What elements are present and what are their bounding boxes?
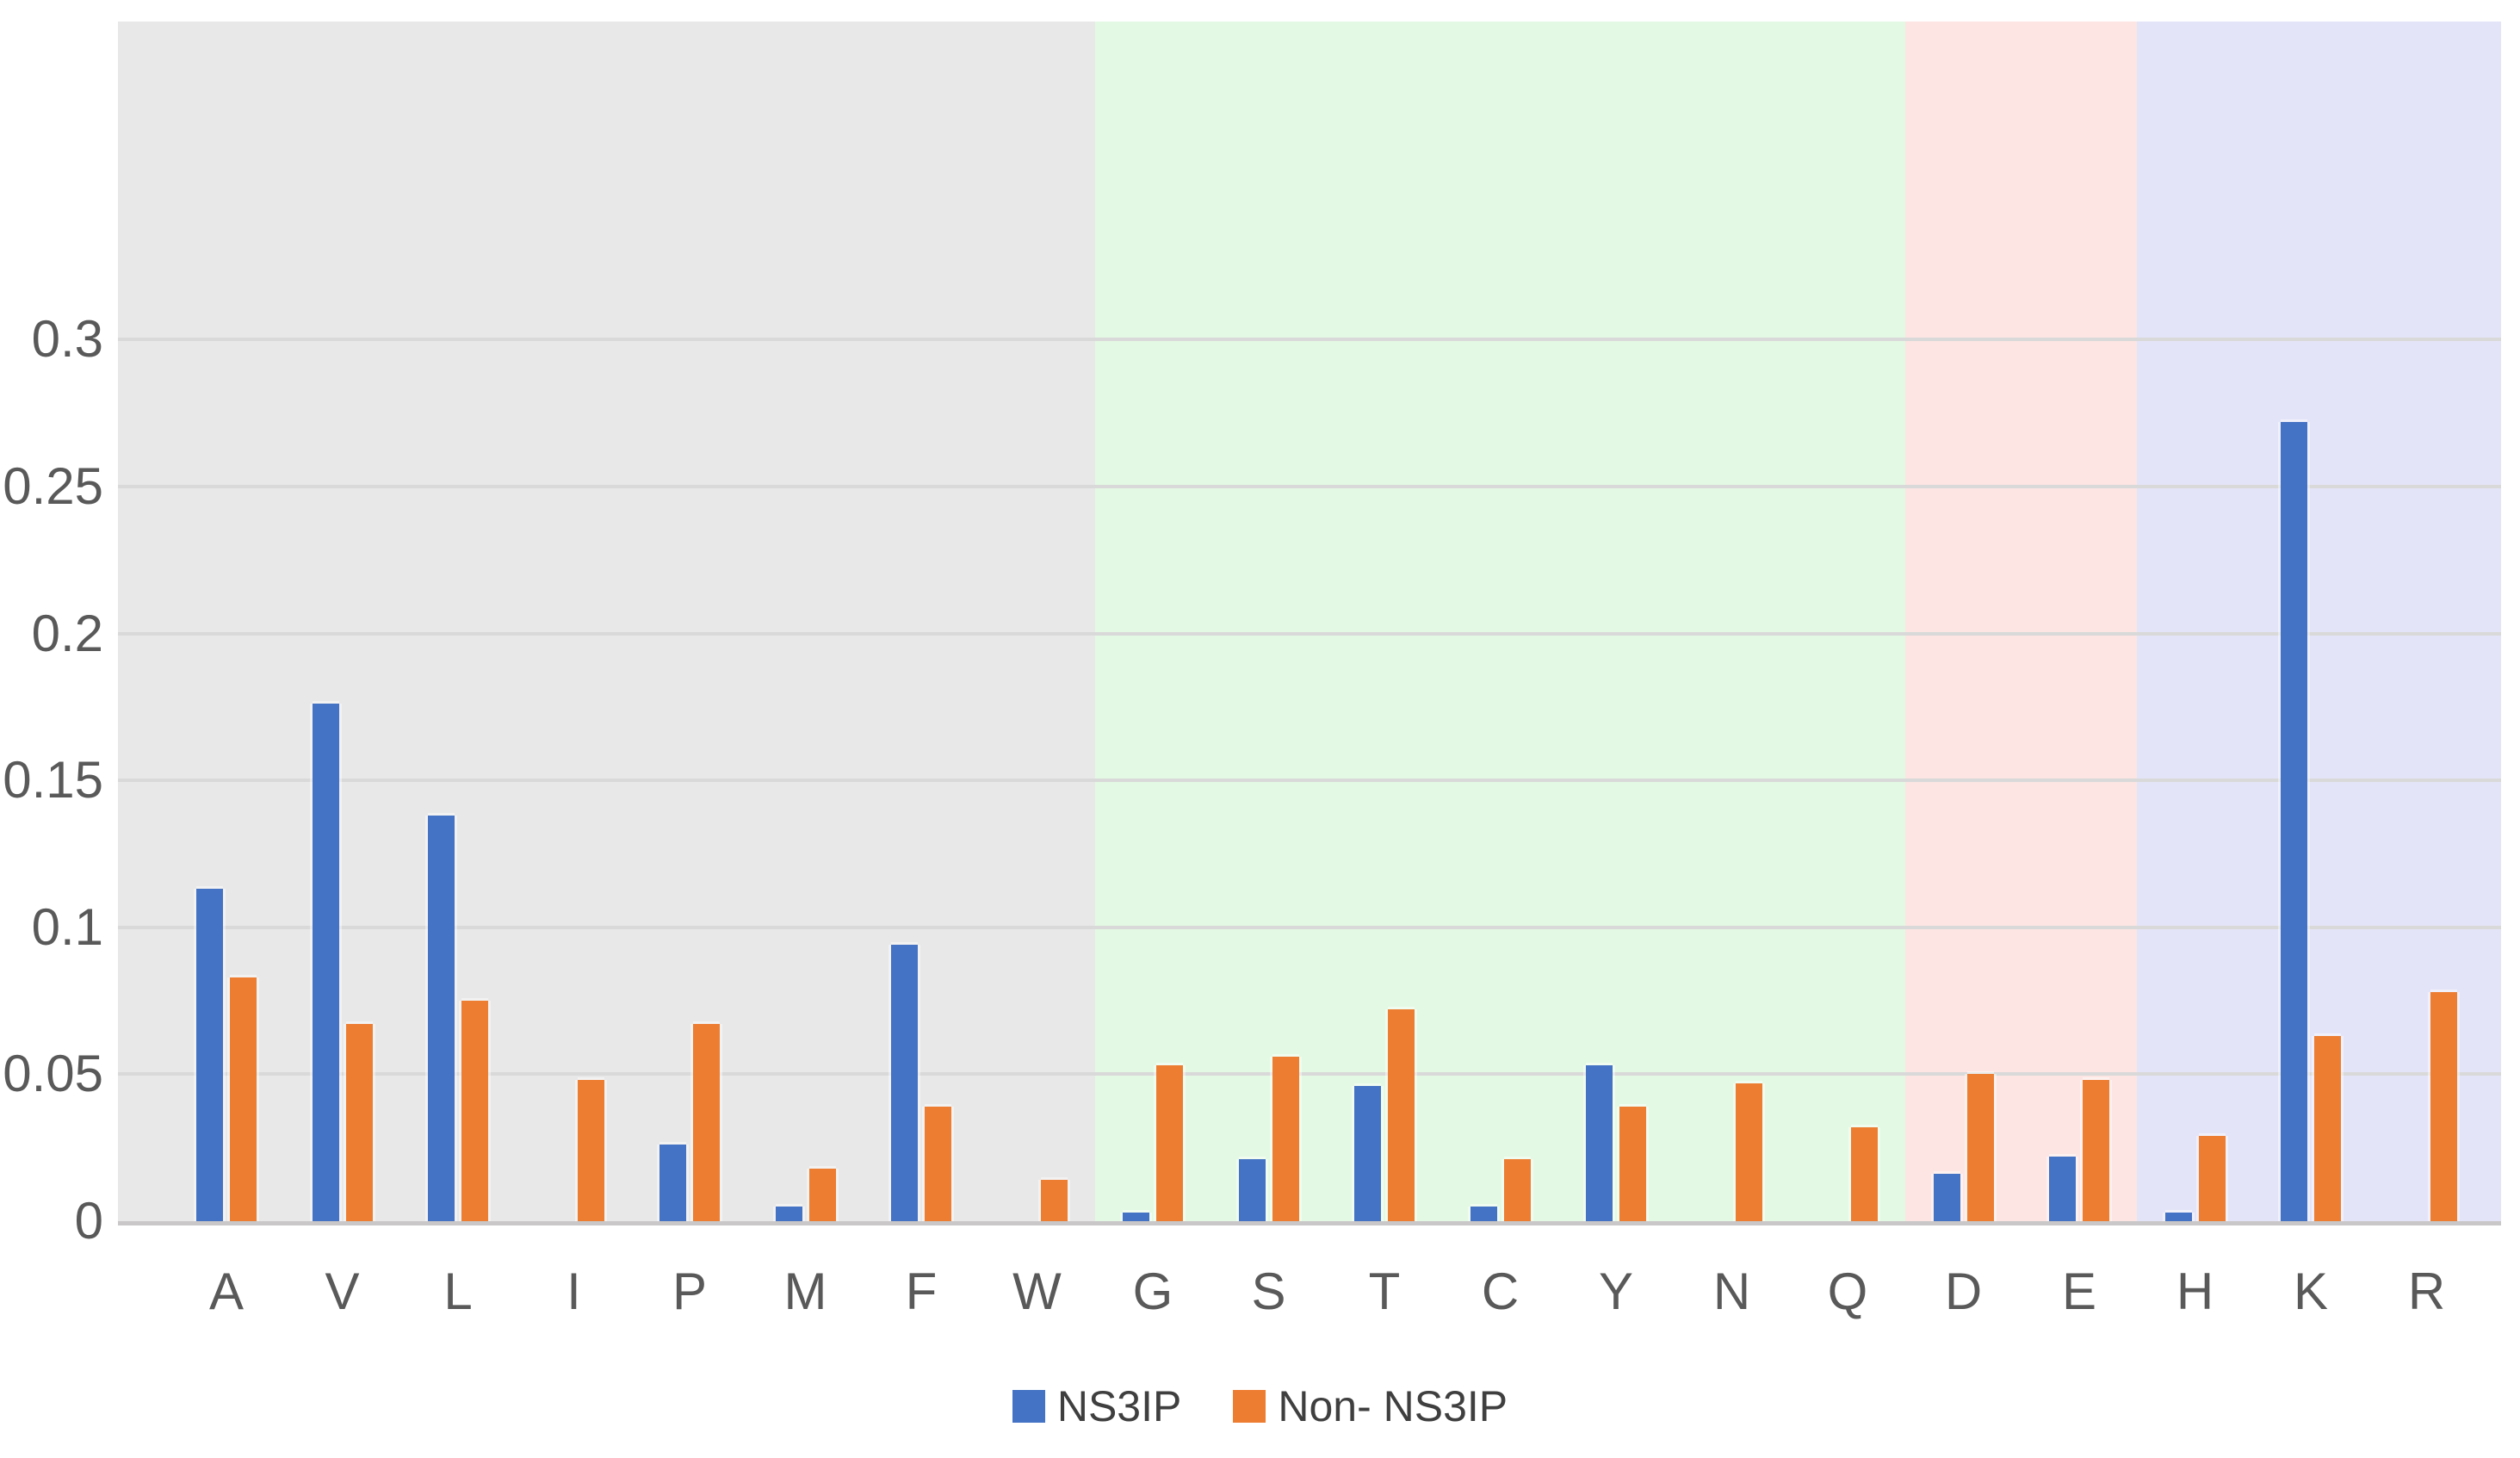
bar-non-ns3ip-L (461, 1001, 488, 1221)
x-axis-label-T: T (1368, 1263, 1401, 1320)
legend-label: NS3IP (1056, 1382, 1182, 1430)
bar-non-ns3ip-R (2430, 992, 2457, 1221)
bar-ns3ip-V (312, 704, 339, 1221)
x-axis-label-I: I (567, 1263, 581, 1320)
bar-non-ns3ip-Q (1851, 1127, 1878, 1221)
bar-ns3ip-P (659, 1145, 686, 1221)
band-pink (1905, 22, 2138, 1221)
x-axis-label-C: C (1481, 1263, 1520, 1320)
gridline (118, 485, 2501, 488)
x-axis-label-R: R (2407, 1263, 2446, 1320)
y-axis-tick-label: 0.15 (3, 751, 103, 810)
x-axis-label-Y: Y (1598, 1263, 1634, 1320)
bar-non-ns3ip-N (1735, 1083, 1762, 1221)
bar-ns3ip-A (196, 889, 223, 1221)
bar-non-ns3ip-D (1966, 1074, 1994, 1221)
bar-ns3ip-K (2281, 422, 2307, 1221)
legend-item-ns3ip: NS3IP (1012, 1382, 1182, 1430)
bar-ns3ip-L (428, 816, 455, 1221)
legend-swatch-orange (1233, 1390, 1266, 1423)
x-axis-label-D: D (1944, 1263, 1983, 1320)
bar-non-ns3ip-W (1040, 1180, 1068, 1221)
bar-ns3ip-C (1470, 1207, 1497, 1221)
y-axis-tick-label: 0.2 (31, 604, 103, 662)
band-green (1094, 22, 1906, 1221)
x-axis-label-H: H (2176, 1263, 2214, 1320)
x-axis-label-P: P (672, 1263, 708, 1320)
bar-non-ns3ip-G (1156, 1065, 1183, 1221)
bar-ns3ip-Y (1586, 1065, 1613, 1221)
bar-non-ns3ip-C (1503, 1159, 1531, 1221)
y-axis-tick-label: 0.3 (31, 310, 103, 369)
bar-non-ns3ip-K (2314, 1036, 2341, 1221)
x-axis-label-E: E (2061, 1263, 2097, 1320)
bar-ns3ip-E (2049, 1157, 2076, 1221)
bar-non-ns3ip-V (345, 1024, 373, 1221)
bar-non-ns3ip-I (577, 1080, 604, 1221)
x-axis-label-G: G (1132, 1263, 1173, 1320)
y-axis-tick-label: 0.1 (31, 897, 103, 956)
gridline (118, 631, 2501, 636)
bar-ns3ip-D (1933, 1174, 1960, 1221)
band-gray (118, 22, 1095, 1221)
x-axis-label-M: M (783, 1263, 827, 1320)
x-axis-label-S: S (1251, 1263, 1286, 1320)
x-axis-label-F: F (905, 1263, 938, 1320)
y-axis-tick-label: 0.25 (3, 457, 103, 515)
legend-item-non-ns3ip: Non- NS3IP (1233, 1385, 1508, 1428)
gridline (118, 779, 2501, 783)
x-axis-label-L: L (443, 1263, 473, 1320)
x-axis-label-Q: Q (1827, 1263, 1868, 1320)
bar-non-ns3ip-P (693, 1024, 720, 1221)
bar-non-ns3ip-A (230, 977, 257, 1221)
bar-ns3ip-F (891, 945, 918, 1221)
gridline (118, 338, 2501, 342)
bar-ns3ip-S (1238, 1159, 1266, 1221)
x-axis-line (118, 1221, 2501, 1225)
legend-label: Non- NS3IP (1278, 1382, 1508, 1430)
y-axis-tick-label: 0.05 (3, 1045, 103, 1103)
bar-non-ns3ip-E (2083, 1080, 2109, 1221)
y-axis-tick-label: 0 (74, 1192, 103, 1250)
x-axis-label-W: W (1012, 1263, 1062, 1320)
bar-non-ns3ip-T (1388, 1009, 1415, 1221)
bar-non-ns3ip-S (1272, 1057, 1299, 1221)
bar-ns3ip-T (1354, 1086, 1381, 1221)
gridline (118, 1072, 2501, 1076)
bar-non-ns3ip-F (925, 1107, 951, 1221)
gridline (118, 925, 2501, 929)
x-axis-label-V: V (325, 1263, 360, 1320)
bar-ns3ip-H (2164, 1213, 2192, 1221)
bar-ns3ip-M (775, 1207, 802, 1221)
legend-swatch-blue (1012, 1390, 1045, 1423)
x-axis-label-A: A (208, 1263, 245, 1320)
bar-non-ns3ip-Y (1619, 1107, 1646, 1221)
bar-non-ns3ip-M (808, 1169, 836, 1221)
x-axis-label-K: K (2293, 1263, 2329, 1320)
x-axis-label-N: N (1712, 1263, 1751, 1320)
legend: NS3IP Non- NS3IP (0, 1385, 2520, 1428)
bar-ns3ip-G (1123, 1213, 1149, 1221)
bar-non-ns3ip-H (2198, 1136, 2226, 1221)
